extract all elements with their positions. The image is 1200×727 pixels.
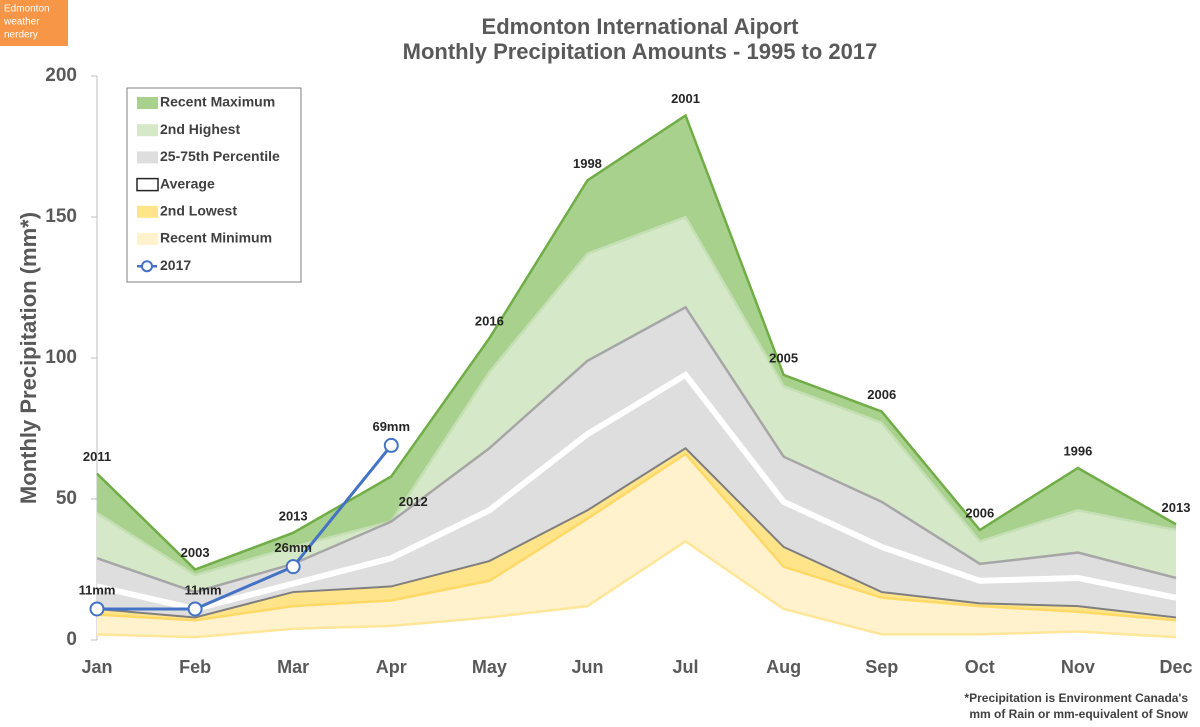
data-label: 11mm (79, 582, 116, 597)
series-line (96, 539, 1177, 639)
y-tick-label: 50 (56, 488, 77, 509)
footnote: *Precipitation is Environment Canada's (964, 691, 1188, 705)
annotation: 2013 (279, 508, 308, 523)
legend-label: 2017 (160, 257, 191, 273)
annotation: 2005 (769, 350, 798, 365)
series-line (96, 113, 1177, 571)
annotation: 2012 (399, 494, 428, 509)
point (89, 601, 105, 617)
legend-swatch (136, 177, 159, 192)
point (383, 437, 399, 453)
annotation: 2016 (475, 314, 504, 329)
annotation: 2006 (965, 505, 994, 520)
series-line (96, 305, 1177, 594)
x-tick-label: Mar (277, 657, 309, 677)
y-axis-label: Monthly Precipitation (mm*) (16, 212, 41, 504)
x-tick-label: Aug (766, 657, 801, 677)
legend-swatch (137, 233, 158, 245)
band (97, 453, 1176, 638)
badge-text: nerdery (4, 30, 38, 41)
x-tick-label: Oct (965, 657, 995, 677)
badge (0, 0, 68, 46)
series-line (96, 215, 1177, 577)
x-tick-label: Apr (376, 657, 407, 677)
series-line (96, 370, 1177, 613)
legend-label: Average (160, 175, 215, 191)
band (97, 307, 1176, 618)
band (97, 217, 1176, 593)
x-tick-label: Dec (1159, 657, 1192, 677)
data-label: 69mm (372, 419, 410, 434)
legend-label: 2nd Highest (160, 121, 240, 137)
x-tick-label: Jan (81, 657, 112, 677)
chart-title: Edmonton International Aiport (482, 14, 800, 39)
y-tick-label: 200 (45, 65, 77, 86)
annotation: 1998 (573, 156, 602, 171)
point (187, 601, 203, 617)
legend-label: 25-75th Percentile (160, 148, 280, 164)
legend-swatch (141, 260, 153, 273)
percentile-line (96, 446, 1177, 619)
annotation: 2003 (181, 545, 210, 560)
legend-swatch (137, 205, 158, 218)
annotation: 2006 (867, 387, 896, 402)
y-tick-label: 150 (45, 206, 77, 227)
annotation: 1996 (1063, 443, 1092, 458)
data-label: 11mm (185, 582, 222, 597)
legend-swatch (137, 97, 158, 109)
x-tick-label: Jun (571, 657, 603, 677)
annotation: 2011 (83, 449, 111, 464)
x-tick-label: Jul (673, 657, 699, 677)
x-tick-label: Feb (179, 657, 211, 677)
data-label: 26mm (274, 540, 312, 555)
legend-label: Recent Minimum (160, 230, 272, 246)
series-line (96, 452, 1177, 622)
x-tick-label: Nov (1061, 657, 1095, 677)
band (97, 115, 1176, 576)
legend-label: Recent Maximum (160, 94, 275, 110)
band (97, 448, 1176, 621)
legend-swatch (137, 124, 158, 137)
x-tick-label: May (472, 657, 507, 677)
badge-text: weather (3, 17, 40, 28)
y-tick-label: 0 (66, 629, 77, 650)
legend-label: 2nd Lowest (160, 203, 237, 219)
point (285, 559, 301, 575)
x-tick-label: Sep (865, 657, 898, 677)
legend-swatch (137, 151, 158, 164)
y-tick-label: 100 (45, 347, 77, 368)
annotation: 2001 (671, 91, 700, 106)
series-line (97, 444, 393, 611)
chart-subtitle: Monthly Precipitation Amounts - 1995 to … (403, 39, 878, 64)
badge-text: Edmonton (4, 4, 50, 15)
annotation: 2013 (1162, 500, 1191, 515)
footnote: mm of Rain or mm-equivalent of Snow (969, 707, 1188, 721)
